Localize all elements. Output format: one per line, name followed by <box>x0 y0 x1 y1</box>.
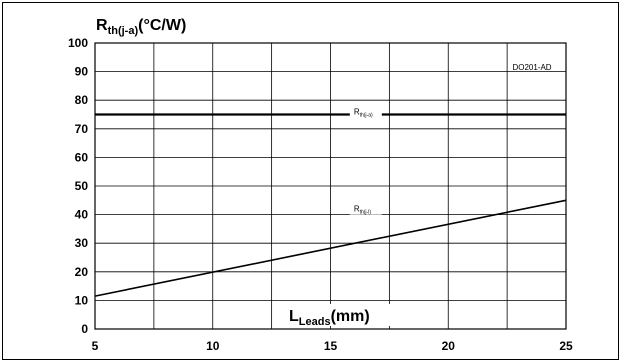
y-tick-label: 40 <box>75 208 89 222</box>
x-tick-label: 15 <box>324 339 338 353</box>
y-axis-label: Rth(j-a)(°C/W) <box>96 17 186 37</box>
x-tick-label: 25 <box>559 339 573 353</box>
series-label-main: R <box>354 108 360 117</box>
x-axis-label-sub: Leads <box>299 316 331 328</box>
series-label-th(j-a): Rth(j-a) <box>354 108 373 119</box>
y-tick-label: 50 <box>75 179 89 193</box>
series-label-main: R <box>354 205 360 214</box>
series-line-th(j-l) <box>94 199 567 297</box>
x-axis-label-background <box>282 304 392 326</box>
y-tick-label: 70 <box>75 122 89 136</box>
y-tick-label: 30 <box>75 236 89 250</box>
y-tick-label: 100 <box>68 36 88 50</box>
tick-labels: 0 10 20 30 40 50 60 70 80 90 100 5 10 15 20 25 <box>68 36 573 353</box>
y-axis-label-sub: th(j-a) <box>108 25 139 37</box>
y-tick-label: 20 <box>75 265 89 279</box>
package-annotation: DO201-AD <box>512 63 551 72</box>
series-label-sub: th(j-l) <box>360 210 372 216</box>
series-label-sub: th(j-a) <box>360 113 373 119</box>
x-tick-label: 20 <box>442 339 456 353</box>
y-tick-label: 80 <box>75 93 89 107</box>
x-tick-label: 10 <box>206 339 220 353</box>
x-axis-label: LLeads(mm) <box>289 308 370 328</box>
x-axis-label-unit: (mm) <box>331 308 370 325</box>
y-axis-label-unit: (°C/W) <box>138 17 186 34</box>
x-axis-label-group: LLeads(mm) <box>282 304 392 328</box>
plot-border <box>94 42 567 330</box>
y-tick-label: 10 <box>75 293 89 307</box>
series-label-th(j-l): Rth(j-l) <box>354 205 372 216</box>
grid-lines <box>94 42 567 330</box>
series-label-background <box>349 203 382 215</box>
x-tick-label: 5 <box>92 339 99 353</box>
x-axis-label-main: L <box>289 308 299 325</box>
chart-frame <box>2 2 619 360</box>
y-tick-label: 90 <box>75 65 89 79</box>
y-tick-label: 0 <box>81 322 88 336</box>
y-tick-label: 60 <box>75 150 89 164</box>
series-label-background <box>349 106 382 118</box>
series-group: Rth(j-a)Rth(j-l) <box>94 106 567 297</box>
y-axis-label-main: R <box>96 17 108 34</box>
